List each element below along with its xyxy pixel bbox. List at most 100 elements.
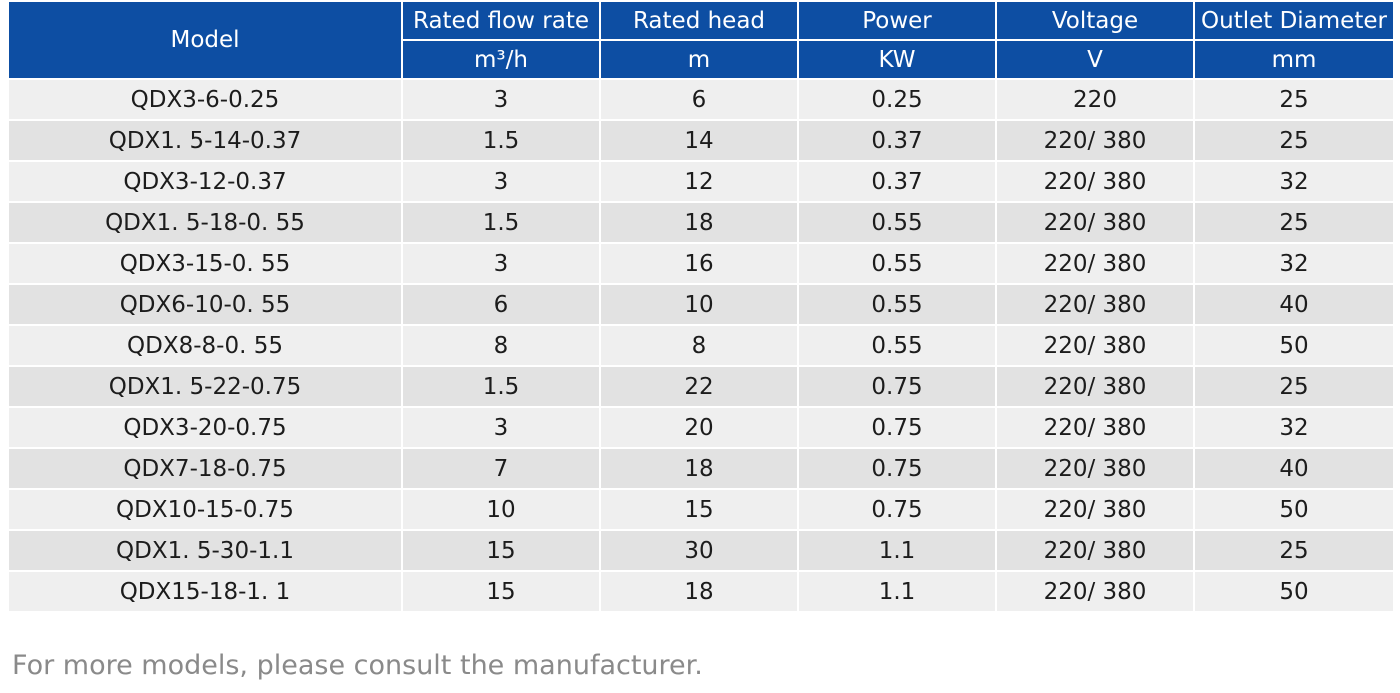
table-header: Model Rated flow rate Rated head Power V… xyxy=(7,0,1395,80)
table-row: QDX3-15-0. 55 3 16 0.55 220/ 380 32 xyxy=(7,242,1395,284)
cell-outlet-diameter: 25 xyxy=(1193,78,1395,120)
cell-power: 0.55 xyxy=(797,324,997,366)
cell-voltage: 220/ 380 xyxy=(995,160,1195,202)
cell-power: 0.37 xyxy=(797,160,997,202)
cell-power: 0.75 xyxy=(797,488,997,530)
table-row: QDX1. 5-30-1.1 15 30 1.1 220/ 380 25 xyxy=(7,529,1395,571)
cell-outlet-diameter: 32 xyxy=(1193,242,1395,284)
unit-row: m³/h m KW V mm xyxy=(8,39,1395,80)
cell-rated-head: 18 xyxy=(599,201,799,243)
cell-outlet-diameter: 25 xyxy=(1193,119,1395,161)
unit-outlet-diameter: mm xyxy=(1193,39,1395,80)
cell-flow-rate: 7 xyxy=(401,447,601,489)
cell-outlet-diameter: 50 xyxy=(1193,488,1395,530)
cell-flow-rate: 3 xyxy=(401,78,601,120)
cell-voltage: 220/ 380 xyxy=(995,201,1195,243)
cell-power: 0.55 xyxy=(797,283,997,325)
cell-power: 0.25 xyxy=(797,78,997,120)
cell-rated-head: 10 xyxy=(599,283,799,325)
cell-model: QDX1. 5-14-0.37 xyxy=(7,119,403,161)
cell-power: 1.1 xyxy=(797,570,997,611)
cell-power: 0.55 xyxy=(797,242,997,284)
cell-voltage: 220/ 380 xyxy=(995,324,1195,366)
header-voltage: Voltage xyxy=(995,0,1195,41)
cell-model: QDX1. 5-18-0. 55 xyxy=(7,201,403,243)
cell-flow-rate: 3 xyxy=(401,406,601,448)
cell-outlet-diameter: 32 xyxy=(1193,160,1395,202)
cell-voltage: 220 xyxy=(995,78,1195,120)
cell-rated-head: 15 xyxy=(599,488,799,530)
cell-voltage: 220/ 380 xyxy=(995,365,1195,407)
cell-voltage: 220/ 380 xyxy=(995,447,1195,489)
cell-model: QDX3-6-0.25 xyxy=(7,78,403,120)
cell-outlet-diameter: 32 xyxy=(1193,406,1395,448)
table-row: QDX1. 5-14-0.37 1.5 14 0.37 220/ 380 25 xyxy=(7,119,1395,161)
table-row: QDX6-10-0. 55 6 10 0.55 220/ 380 40 xyxy=(7,283,1395,325)
cell-rated-head: 18 xyxy=(599,570,799,611)
cell-rated-head: 16 xyxy=(599,242,799,284)
cell-voltage: 220/ 380 xyxy=(995,406,1195,448)
cell-outlet-diameter: 40 xyxy=(1193,283,1395,325)
cell-flow-rate: 15 xyxy=(401,529,601,571)
table-row: QDX7-18-0.75 7 18 0.75 220/ 380 40 xyxy=(7,447,1395,489)
cell-rated-head: 8 xyxy=(599,324,799,366)
footnote: For more models, please consult the manu… xyxy=(12,650,703,681)
table-row: QDX15-18-1. 1 15 18 1.1 220/ 380 50 xyxy=(7,570,1395,611)
cell-power: 0.75 xyxy=(797,406,997,448)
header-power: Power xyxy=(797,0,997,41)
cell-model: QDX6-10-0. 55 xyxy=(7,283,403,325)
cell-power: 0.75 xyxy=(797,447,997,489)
cell-flow-rate: 15 xyxy=(401,570,601,611)
cell-rated-head: 14 xyxy=(599,119,799,161)
cell-model: QDX10-15-0.75 xyxy=(7,488,403,530)
unit-rated-head: m xyxy=(599,39,799,80)
cell-model: QDX3-15-0. 55 xyxy=(7,242,403,284)
cell-flow-rate: 3 xyxy=(401,160,601,202)
cell-outlet-diameter: 50 xyxy=(1193,570,1395,611)
unit-power: KW xyxy=(797,39,997,80)
cell-rated-head: 22 xyxy=(599,365,799,407)
cell-voltage: 220/ 380 xyxy=(995,570,1195,611)
cell-model: QDX1. 5-30-1.1 xyxy=(7,529,403,571)
cell-outlet-diameter: 25 xyxy=(1193,365,1395,407)
cell-voltage: 220/ 380 xyxy=(995,283,1195,325)
cell-outlet-diameter: 40 xyxy=(1193,447,1395,489)
cell-model: QDX15-18-1. 1 xyxy=(7,570,403,611)
unit-voltage: V xyxy=(995,39,1195,80)
cell-model: QDX1. 5-22-0.75 xyxy=(7,365,403,407)
cell-rated-head: 18 xyxy=(599,447,799,489)
cell-voltage: 220/ 380 xyxy=(995,529,1195,571)
cell-flow-rate: 1.5 xyxy=(401,365,601,407)
cell-rated-head: 20 xyxy=(599,406,799,448)
cell-flow-rate: 1.5 xyxy=(401,201,601,243)
table-row: QDX1. 5-18-0. 55 1.5 18 0.55 220/ 380 25 xyxy=(7,201,1395,243)
cell-outlet-diameter: 25 xyxy=(1193,201,1395,243)
header-row: Model Rated flow rate Rated head Power V… xyxy=(7,0,1395,80)
cell-model: QDX8-8-0. 55 xyxy=(7,324,403,366)
cell-flow-rate: 10 xyxy=(401,488,601,530)
cell-flow-rate: 1.5 xyxy=(401,119,601,161)
header-model: Model xyxy=(7,0,403,80)
cell-model: QDX7-18-0.75 xyxy=(7,447,403,489)
header-flow-rate: Rated flow rate xyxy=(401,0,601,41)
table-row: QDX10-15-0.75 10 15 0.75 220/ 380 50 xyxy=(7,488,1395,530)
cell-flow-rate: 6 xyxy=(401,283,601,325)
table-row: QDX3-6-0.25 3 6 0.25 220 25 xyxy=(7,78,1395,120)
cell-rated-head: 30 xyxy=(599,529,799,571)
table-row: QDX3-12-0.37 3 12 0.37 220/ 380 32 xyxy=(7,160,1395,202)
cell-power: 0.37 xyxy=(797,119,997,161)
cell-model: QDX3-12-0.37 xyxy=(7,160,403,202)
table-body: QDX3-6-0.25 3 6 0.25 220 25 QDX1. 5-14-0.37 1.5… xyxy=(7,78,1395,611)
cell-outlet-diameter: 50 xyxy=(1193,324,1395,366)
cell-flow-rate: 8 xyxy=(401,324,601,366)
cell-voltage: 220/ 380 xyxy=(995,119,1195,161)
cell-rated-head: 6 xyxy=(599,78,799,120)
cell-voltage: 220/ 380 xyxy=(995,242,1195,284)
header-outlet-diameter: Outlet Diameter xyxy=(1193,0,1395,41)
cell-voltage: 220/ 380 xyxy=(995,488,1195,530)
table-row: QDX3-20-0.75 3 20 0.75 220/ 380 32 xyxy=(7,406,1395,448)
cell-rated-head: 12 xyxy=(599,160,799,202)
table-row: QDX1. 5-22-0.75 1.5 22 0.75 220/ 380 25 xyxy=(7,365,1395,407)
unit-flow-rate: m³/h xyxy=(401,39,601,80)
header-rated-head: Rated head xyxy=(599,0,799,41)
